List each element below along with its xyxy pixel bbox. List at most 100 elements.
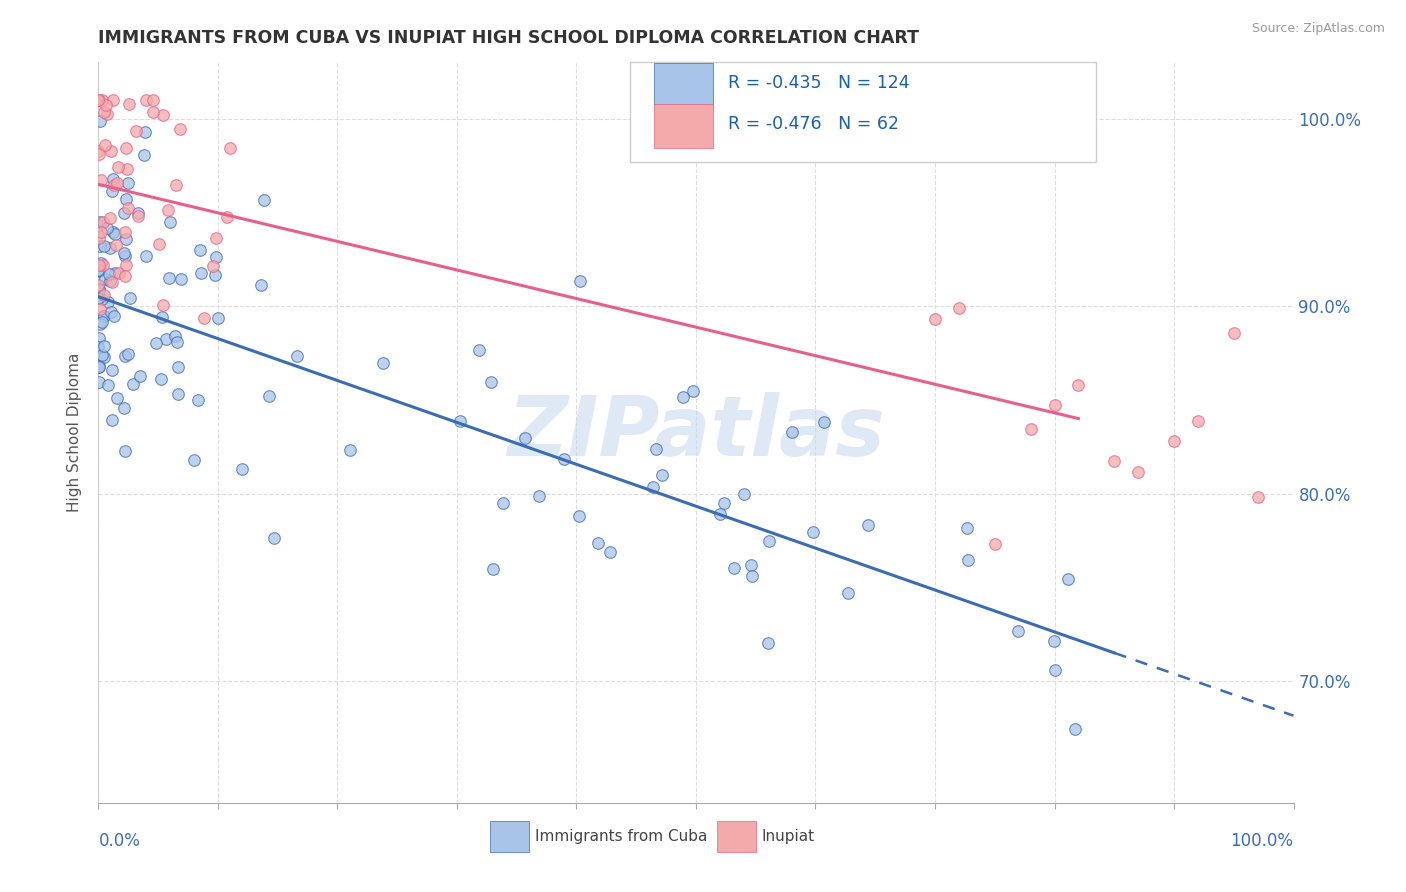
Point <box>187 392 209 407</box>
Point <box>108 266 131 280</box>
Point <box>167 387 190 401</box>
Point <box>103 178 125 192</box>
Point <box>148 236 170 251</box>
Point <box>1063 722 1085 736</box>
Point <box>149 372 172 386</box>
Point <box>114 268 136 283</box>
Text: Inupiat: Inupiat <box>762 830 815 845</box>
Point <box>713 496 735 510</box>
Point <box>801 524 824 539</box>
Point <box>1104 454 1126 468</box>
Point <box>641 480 664 494</box>
Point <box>599 544 621 558</box>
Point <box>87 230 110 244</box>
Point <box>89 264 111 278</box>
Point <box>105 176 128 190</box>
Point <box>924 312 946 326</box>
Point <box>91 292 114 306</box>
Point <box>145 335 167 350</box>
Point <box>104 227 127 241</box>
Point <box>135 93 157 107</box>
Point <box>150 310 173 325</box>
Point <box>142 104 165 119</box>
Point <box>112 401 135 415</box>
Point <box>100 144 122 158</box>
Point <box>118 96 141 111</box>
Point <box>569 274 592 288</box>
Point <box>948 301 970 315</box>
Point <box>339 443 361 458</box>
Point <box>1043 398 1066 412</box>
Point <box>205 231 228 245</box>
Point <box>98 241 121 255</box>
Point <box>740 558 762 573</box>
Point <box>115 161 138 176</box>
Point <box>813 415 835 429</box>
Point <box>134 147 156 161</box>
Point <box>115 192 138 206</box>
FancyBboxPatch shape <box>630 62 1097 162</box>
Point <box>837 586 859 600</box>
Point <box>96 97 118 112</box>
Point <box>100 363 122 377</box>
Point <box>1042 634 1064 648</box>
Point <box>709 507 731 521</box>
Point <box>87 146 110 161</box>
Point <box>1057 572 1080 586</box>
Point <box>672 390 695 404</box>
FancyBboxPatch shape <box>654 104 713 148</box>
Point <box>87 359 110 374</box>
Point <box>87 359 110 374</box>
Point <box>152 108 174 122</box>
Point <box>957 553 980 567</box>
Point <box>183 452 205 467</box>
Point <box>127 209 149 223</box>
Point <box>87 291 110 305</box>
Point <box>105 238 128 252</box>
Point <box>89 263 111 277</box>
Point <box>93 309 115 323</box>
Point <box>114 443 136 458</box>
Point <box>128 368 150 383</box>
Point <box>120 291 142 305</box>
Point <box>166 360 188 375</box>
Point <box>250 278 273 293</box>
Point <box>101 413 124 427</box>
Point <box>1007 624 1029 639</box>
Point <box>758 534 780 549</box>
Point <box>87 375 110 389</box>
Point <box>114 349 136 363</box>
Point <box>104 266 127 280</box>
Point <box>135 249 157 263</box>
Point <box>1128 465 1150 479</box>
Point <box>217 210 239 224</box>
Point <box>97 377 120 392</box>
Point <box>93 214 115 228</box>
Point <box>87 340 110 354</box>
Point <box>645 442 668 456</box>
Text: IMMIGRANTS FROM CUBA VS INUPIAT HIGH SCHOOL DIPLOMA CORRELATION CHART: IMMIGRANTS FROM CUBA VS INUPIAT HIGH SCH… <box>98 29 920 47</box>
Point <box>87 331 110 345</box>
Point <box>121 377 143 392</box>
Point <box>723 561 745 575</box>
Point <box>98 211 121 226</box>
Point <box>125 123 148 137</box>
Point <box>114 249 136 263</box>
Point <box>103 309 125 323</box>
Point <box>89 301 111 316</box>
Point <box>492 496 515 510</box>
Point <box>93 239 115 253</box>
Point <box>553 452 575 467</box>
Point <box>956 521 979 535</box>
Point <box>163 329 186 343</box>
Point <box>733 487 755 501</box>
Point <box>90 225 112 239</box>
Point <box>89 238 111 252</box>
Point <box>481 562 503 576</box>
Point <box>101 225 124 239</box>
Point <box>105 391 128 405</box>
Point <box>479 375 502 389</box>
Point <box>207 310 229 325</box>
Point <box>1223 326 1246 340</box>
Point <box>142 93 165 107</box>
